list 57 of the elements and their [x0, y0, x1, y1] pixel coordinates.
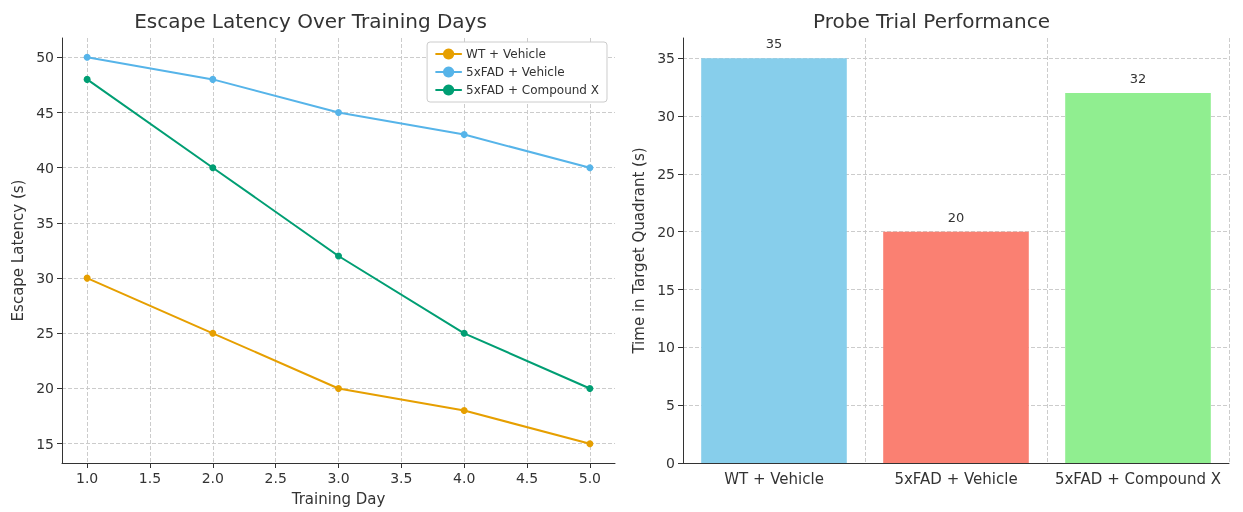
bar	[701, 58, 847, 463]
x-tick-label: 2.0	[201, 470, 224, 486]
y-tick-label: 20	[36, 380, 54, 397]
chart-title: Probe Trial Performance	[812, 9, 1051, 33]
point	[335, 384, 342, 392]
x-tick-label: 5xFAD + Compound X	[1054, 469, 1222, 488]
y-tick-label: 40	[36, 159, 54, 176]
y-tick-label: 25	[36, 325, 54, 342]
y-tick-label: 30	[657, 108, 675, 125]
y-axis-title: Escape Latency (s)	[8, 179, 27, 322]
x-tick-label: 1.0	[76, 470, 99, 486]
bar	[883, 231, 1029, 463]
point	[209, 75, 217, 83]
legend-label: 5xFAD + Vehicle	[466, 65, 565, 79]
point	[460, 407, 468, 415]
y-axis-title: Time in Target Quadrant (s)	[629, 147, 648, 355]
x-tick-label: 5xFAD + Vehicle	[894, 469, 1018, 488]
y-tick-label: 45	[36, 104, 54, 121]
point	[209, 329, 217, 337]
data-label: 20	[947, 209, 965, 225]
y-tick-label: 35	[36, 214, 54, 231]
y-tick-label: 0	[666, 455, 675, 471]
y-tick-label: 20	[657, 223, 675, 240]
y-tick-label: 15	[657, 281, 675, 298]
data-label: 35	[765, 36, 783, 52]
x-tick-label: 3.0	[327, 470, 350, 486]
point	[209, 164, 217, 172]
y-tick-label: 10	[657, 339, 675, 356]
x-tick-label: 1.5	[138, 470, 162, 486]
point	[83, 75, 91, 83]
x-tick-label: 4.0	[453, 470, 476, 486]
y-tick-label: 15	[36, 435, 54, 452]
legend-label: WT + Vehicle	[466, 47, 546, 61]
point	[83, 53, 91, 61]
y-tick-label: 50	[36, 49, 54, 66]
legend-label: 5xFAD + Compound X	[466, 83, 599, 97]
data-label: 32	[1129, 70, 1147, 86]
chart-title: Escape Latency Over Training Days	[134, 9, 487, 33]
x-tick-label: WT + Vehicle	[724, 469, 824, 488]
y-tick-label: 25	[657, 165, 675, 182]
point	[460, 329, 468, 337]
point	[586, 384, 594, 392]
point	[335, 252, 342, 260]
x-tick-label: 4.5	[515, 470, 539, 486]
point	[83, 274, 91, 282]
y-tick-label: 5	[666, 397, 675, 414]
point	[586, 164, 594, 172]
x-tick-label: 3.5	[390, 470, 413, 486]
x-tick-label: 5.0	[578, 470, 601, 486]
x-axis-title: Training Day	[290, 489, 386, 508]
y-tick-label: 30	[36, 270, 54, 287]
y-tick-label: 35	[657, 50, 675, 67]
bar	[1065, 92, 1211, 463]
x-tick-label: 2.5	[264, 470, 287, 486]
point	[460, 131, 468, 139]
point	[335, 109, 342, 117]
point	[586, 440, 594, 448]
